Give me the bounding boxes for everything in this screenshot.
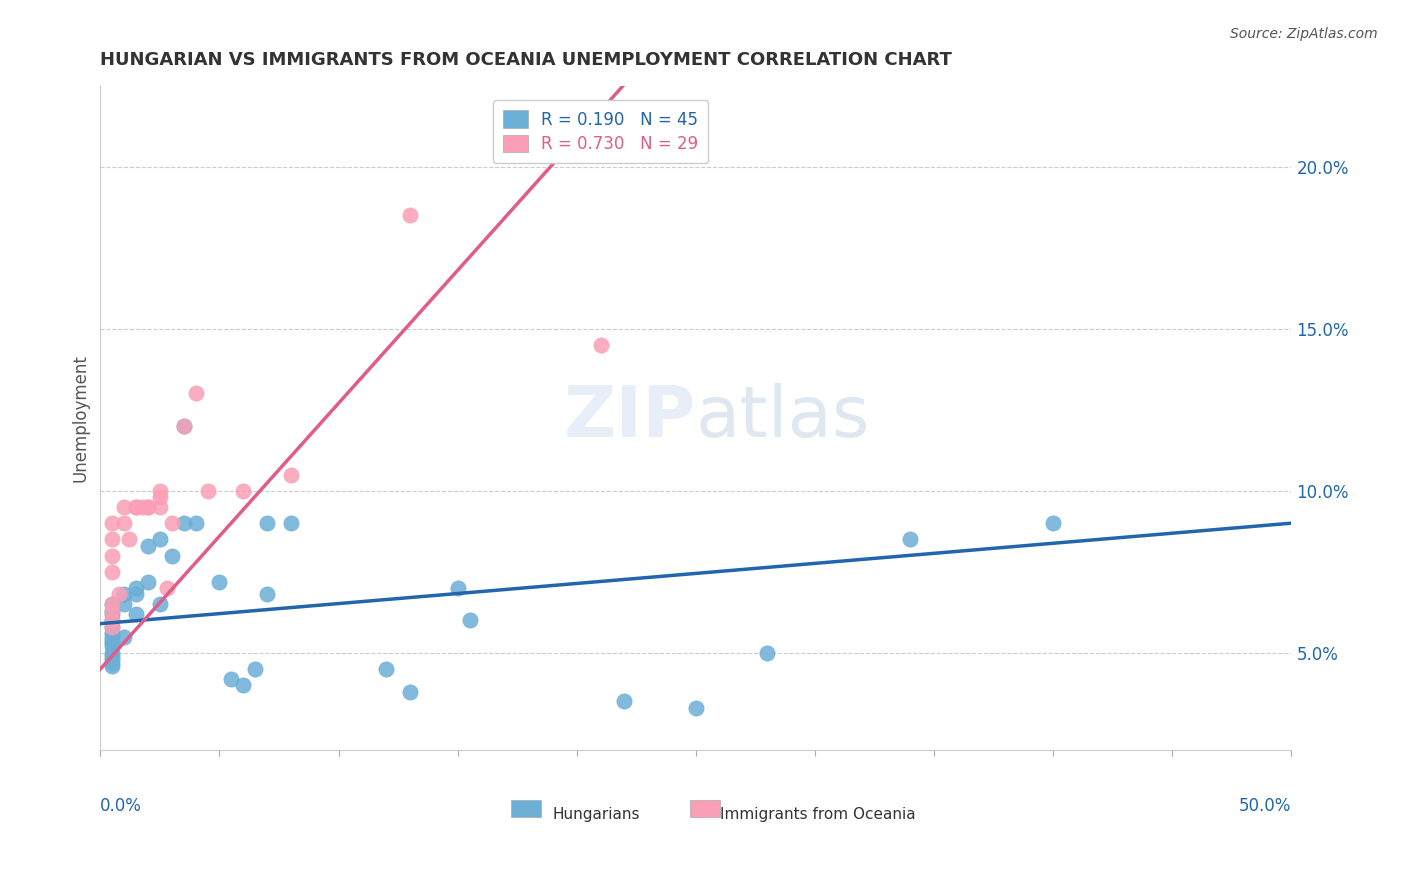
Point [173,516,195,531]
Point [1042,516,1064,531]
FancyBboxPatch shape [512,800,541,816]
Text: HUNGARIAN VS IMMIGRANTS FROM OCEANIA UNEMPLOYMENT CORRELATION CHART: HUNGARIAN VS IMMIGRANTS FROM OCEANIA UNE… [100,51,952,69]
Point [112,516,135,531]
Point [112,597,135,611]
Point [101,620,124,634]
Point [101,549,124,563]
Point [101,597,124,611]
Point [136,500,159,514]
Point [101,652,124,666]
Point [136,574,159,589]
Y-axis label: Unemployment: Unemployment [72,354,89,482]
Point [112,587,135,601]
Point [756,646,779,660]
Point [221,672,243,686]
Point [101,565,124,579]
Point [399,208,422,222]
Point [173,418,195,433]
Point [101,516,124,531]
Text: 50.0%: 50.0% [1239,797,1292,814]
Point [232,483,254,498]
Point [112,630,135,644]
Point [101,604,124,618]
Point [280,467,302,482]
Point [197,483,219,498]
Point [208,574,231,589]
Point [101,614,124,628]
Point [375,662,398,676]
Point [101,649,124,664]
Point [125,587,148,601]
Point [101,658,124,673]
Legend: R = 0.190   N = 45, R = 0.730   N = 29: R = 0.190 N = 45, R = 0.730 N = 29 [494,101,709,163]
Point [156,581,179,595]
Point [898,533,921,547]
Point [112,500,135,514]
Point [149,483,172,498]
Text: 0.0%: 0.0% [100,797,142,814]
Point [101,656,124,670]
Point [101,533,124,547]
Point [232,678,254,692]
Point [136,539,159,553]
Point [399,684,422,698]
Point [101,636,124,650]
Point [125,500,148,514]
Point [184,516,207,531]
Point [101,626,124,640]
Point [447,581,470,595]
Point [280,516,302,531]
Point [101,607,124,621]
Point [136,500,159,514]
Text: Immigrants from Oceania: Immigrants from Oceania [720,806,915,822]
Point [101,597,124,611]
Point [160,516,183,531]
Text: atlas: atlas [696,384,870,452]
Point [458,614,481,628]
Text: ZIP: ZIP [564,384,696,452]
Point [101,640,124,654]
Point [125,581,148,595]
FancyBboxPatch shape [690,800,720,816]
Point [256,587,278,601]
Point [101,614,124,628]
Point [118,533,141,547]
Point [125,607,148,621]
Point [149,597,172,611]
Point [160,549,183,563]
Text: Source: ZipAtlas.com: Source: ZipAtlas.com [1230,27,1378,41]
Point [184,386,207,401]
Point [149,533,172,547]
Point [101,604,124,618]
Point [101,632,124,647]
Point [101,646,124,660]
Point [101,620,124,634]
Point [149,490,172,504]
Point [589,338,612,352]
Point [613,694,636,708]
Point [108,587,131,601]
Point [149,500,172,514]
Point [101,630,124,644]
Point [173,418,195,433]
Point [256,516,278,531]
Text: Hungarians: Hungarians [553,806,641,822]
Point [132,500,155,514]
Point [685,701,707,715]
Point [245,662,267,676]
Point [125,500,148,514]
